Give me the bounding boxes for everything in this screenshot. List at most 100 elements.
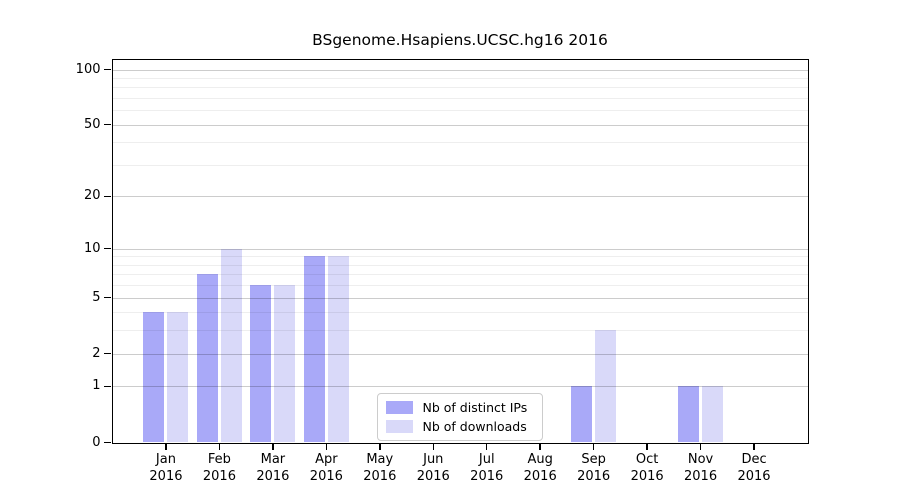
x-label-month: Jan <box>155 451 176 467</box>
legend-label-downloads: Nb of downloads <box>422 418 527 434</box>
y-axis-tick <box>104 352 111 355</box>
gridline-minor <box>112 87 808 89</box>
x-axis-tick-label: Aug 2016 <box>505 451 575 485</box>
y-axis-tick-label: 10 <box>83 240 101 256</box>
x-axis-tick-label: Jun 2016 <box>398 451 468 485</box>
x-axis-tick-label: May 2016 <box>345 451 415 485</box>
y-axis-tick-label: 50 <box>83 116 101 132</box>
gridline-minor <box>112 164 808 166</box>
x-label-year: 2016 <box>416 468 450 484</box>
bar-nb-of-distinct-ips-sep <box>571 386 593 443</box>
bar-nb-of-downloads-apr <box>327 256 349 443</box>
y-axis-tick <box>104 296 111 299</box>
x-axis-tick <box>325 443 328 450</box>
gridline-major <box>112 297 808 299</box>
x-axis-tick <box>165 443 167 450</box>
y-axis-tick <box>104 247 111 250</box>
x-label-month: Dec <box>741 451 767 467</box>
x-label-year: 2016 <box>577 468 611 484</box>
legend-item-distinct-ips: Nb of distinct IPs <box>385 399 533 415</box>
x-axis-tick <box>539 443 541 450</box>
x-label-year: 2016 <box>309 468 343 484</box>
x-axis-tick <box>432 443 435 450</box>
bar-nb-of-distinct-ips-mar <box>250 285 272 443</box>
gridline-major <box>112 353 808 355</box>
bar-nb-of-distinct-ips-apr <box>303 256 325 443</box>
y-axis-tick <box>104 195 111 198</box>
x-label-month: May <box>366 451 394 467</box>
x-axis-tick-label: Sep 2016 <box>559 451 629 485</box>
gridline-minor <box>112 97 808 99</box>
x-axis-tick <box>379 443 381 450</box>
y-axis-tick <box>104 441 111 444</box>
y-axis-tick-label: 20 <box>83 188 101 204</box>
y-axis-tick-label: 5 <box>92 289 101 305</box>
bar-nb-of-downloads-jan <box>167 312 189 443</box>
x-label-month: Feb <box>207 451 231 467</box>
x-axis-tick <box>699 443 702 450</box>
x-label-month: Nov <box>687 451 714 467</box>
gridline-major <box>112 124 808 126</box>
x-axis-tick <box>753 443 755 450</box>
bar-nb-of-downloads-sep <box>595 330 617 443</box>
x-label-year: 2016 <box>363 468 397 484</box>
x-label-month: Mar <box>260 451 286 467</box>
x-label-year: 2016 <box>630 468 664 484</box>
y-axis-tick-label: 1 <box>92 378 101 394</box>
bar-nb-of-distinct-ips-feb <box>196 274 218 443</box>
gridline-minor <box>112 256 808 258</box>
x-axis-tick <box>485 443 488 450</box>
x-axis-tick <box>646 443 648 450</box>
gridline-minor <box>112 285 808 287</box>
gridline-minor <box>112 312 808 314</box>
x-axis-tick <box>272 443 274 450</box>
x-label-year: 2016 <box>470 468 504 484</box>
x-label-month: Aug <box>527 451 553 467</box>
x-axis-tick-label: Mar 2016 <box>238 451 308 485</box>
legend-swatch-downloads <box>385 419 413 433</box>
x-label-month: Jun <box>423 451 444 467</box>
gridline-minor <box>112 264 808 266</box>
x-label-year: 2016 <box>523 468 557 484</box>
x-axis-tick-label: Apr 2016 <box>291 451 361 485</box>
x-axis-tick-label: Jul 2016 <box>452 451 522 485</box>
gridline-minor <box>112 142 808 144</box>
x-label-month: Apr <box>315 451 338 467</box>
x-label-month: Oct <box>635 451 659 467</box>
x-axis-tick <box>592 443 595 450</box>
chart-title: BSgenome.Hsapiens.UCSC.hg16 2016 <box>312 31 608 49</box>
y-axis-tick <box>104 385 111 388</box>
x-label-year: 2016 <box>149 468 183 484</box>
y-axis-tick-label: 100 <box>75 61 101 77</box>
bar-nb-of-downloads-mar <box>274 285 296 443</box>
legend: Nb of distinct IPs Nb of downloads <box>376 392 543 441</box>
legend-swatch-distinct-ips <box>385 400 413 414</box>
x-axis-tick-label: Dec 2016 <box>719 451 789 485</box>
x-label-year: 2016 <box>737 468 771 484</box>
x-label-month: Sep <box>581 451 606 467</box>
gridline-minor <box>112 77 808 79</box>
bar-nb-of-downloads-feb <box>220 248 242 443</box>
x-label-year: 2016 <box>256 468 290 484</box>
gridline-major <box>112 196 808 198</box>
x-label-year: 2016 <box>684 468 718 484</box>
gridline-major <box>112 69 808 71</box>
x-axis-tick-label: Oct 2016 <box>612 451 682 485</box>
bar-nb-of-distinct-ips-jan <box>143 312 165 443</box>
gridline-major <box>112 386 808 388</box>
legend-label-distinct-ips: Nb of distinct IPs <box>422 399 528 415</box>
y-axis-tick-label: 0 <box>92 434 101 450</box>
x-axis-tick-label: Feb 2016 <box>184 451 254 485</box>
x-label-month: Jul <box>478 451 495 467</box>
gridline-minor <box>112 110 808 112</box>
bar-nb-of-distinct-ips-nov <box>678 386 700 443</box>
gridline-major <box>112 248 808 250</box>
x-label-year: 2016 <box>202 468 236 484</box>
x-axis-tick-label: Nov 2016 <box>666 451 736 485</box>
plot-area: Nb of distinct IPs Nb of downloads 0 1 2 5 1… <box>76 58 809 484</box>
x-axis-tick <box>218 443 221 450</box>
bar-nb-of-downloads-nov <box>702 386 724 443</box>
y-axis-tick <box>104 68 111 71</box>
y-axis-tick-label: 2 <box>92 345 101 361</box>
